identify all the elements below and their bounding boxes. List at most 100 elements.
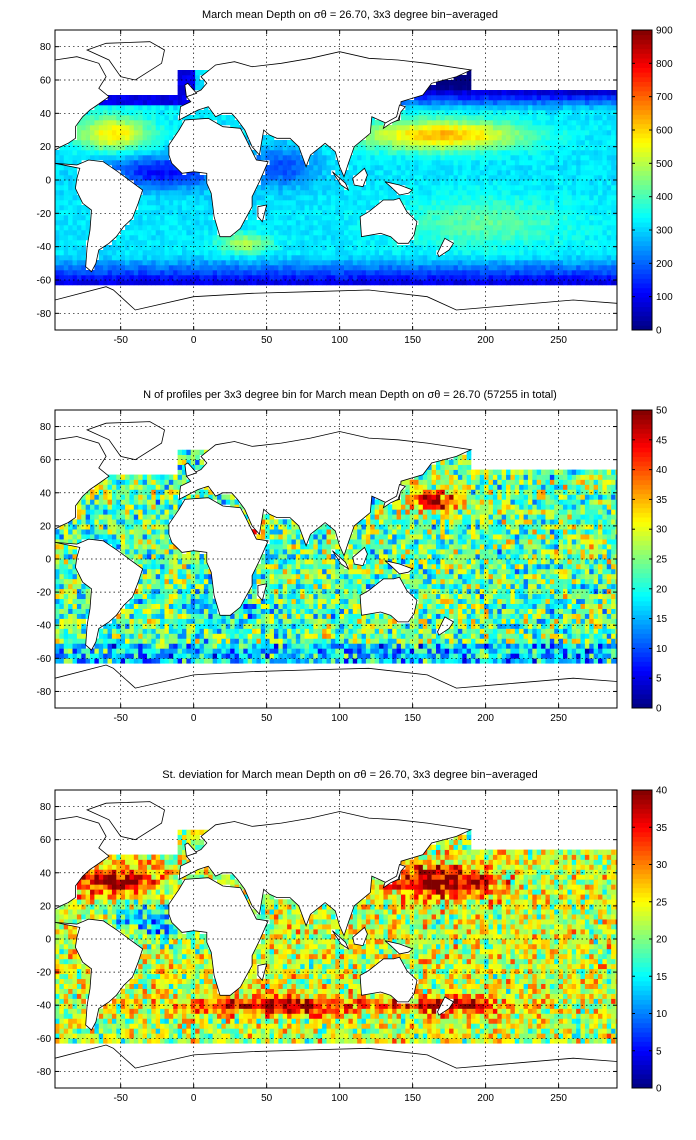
heatmap-cell [138,633,143,639]
heatmap-cell [221,260,227,266]
heatmap-cell [208,250,213,256]
heatmap-cell [111,484,117,490]
heatmap-cell [94,524,100,530]
heatmap-cell [76,220,82,226]
heatmap-cell [269,210,275,216]
heatmap-cell [466,130,472,136]
heatmap-cell [59,230,65,236]
heatmap-cell [129,628,135,634]
heatmap-cell [55,165,60,171]
heatmap-cell [418,145,424,151]
heatmap-cell [282,170,288,176]
heatmap-cell [510,185,516,191]
heatmap-cell [72,618,78,624]
heatmap-cell [567,175,573,181]
heatmap-cell [168,280,174,286]
heatmap-cell [177,479,183,485]
heatmap-cell [195,70,200,76]
heatmap-cell [195,260,200,266]
heatmap-cell [370,245,375,251]
heatmap-cell [580,90,586,96]
heatmap-cell [532,195,538,201]
heatmap-cell [462,245,467,251]
heatmap-cell [409,125,415,131]
heatmap-cell [138,583,143,590]
heatmap-cell [168,190,174,196]
heatmap-cell [457,135,463,141]
heatmap-cell [554,140,559,146]
heatmap-cell [527,190,533,196]
heatmap-cell [208,270,213,276]
heatmap-cell [462,125,467,131]
heatmap-cell [182,185,187,191]
heatmap-cell [142,160,148,166]
heatmap-cell [580,185,586,191]
heatmap-cell [506,230,511,236]
heatmap-cell [348,255,354,261]
heatmap-cell [68,190,73,196]
heatmap-cell [611,280,616,286]
heatmap-cell [103,514,108,520]
heatmap-cell [567,185,573,191]
heatmap-cell [291,260,297,266]
heatmap-cell [107,145,113,151]
heatmap-cell [435,195,441,201]
heatmap-cell [160,195,165,201]
heatmap-cell [291,235,297,241]
heatmap-cell [326,155,332,161]
heatmap-cell [155,245,161,251]
heatmap-cell [173,509,178,515]
heatmap-cell [558,205,564,211]
heatmap-cell [501,280,507,286]
colorbar-swatch [632,255,652,261]
heatmap-cell [479,180,485,186]
colorbar-swatch [632,86,652,92]
heatmap-cell [457,140,463,146]
heatmap-cell [252,275,257,281]
heatmap-cell [304,175,310,181]
heatmap-cell [602,250,608,256]
heatmap-cell [173,210,178,216]
heatmap-cell [164,275,170,281]
heatmap-cell [138,643,143,649]
heatmap-cell [562,165,568,171]
heatmap-cell [151,603,157,609]
heatmap-cell [422,145,428,151]
heatmap-cell [527,245,533,251]
heatmap-cell [111,623,117,629]
heatmap-cell [370,165,375,171]
heatmap-cell [361,160,367,166]
heatmap-cell [466,235,472,241]
heatmap-cell [256,185,262,191]
heatmap-cell [72,643,78,649]
heatmap-cell [287,280,292,286]
heatmap-cell [155,205,161,211]
heatmap-cell [142,489,148,495]
heatmap-cell [606,140,612,146]
heatmap-cell [527,230,533,236]
heatmap-cell [352,215,358,221]
heatmap-cell [440,220,446,226]
colorbar-swatch [632,44,652,50]
heatmap-cell [252,220,257,226]
heatmap-cell [151,633,157,639]
heatmap-cell [475,200,481,206]
heatmap-cell [374,140,380,146]
heatmap-cell [55,583,60,590]
panel-profile-count: N of profiles per 3x3 degree bin for Mar… [37,389,668,724]
heatmap-cell [326,230,332,236]
heatmap-cell [457,130,463,136]
heatmap-cell [146,170,152,176]
heatmap-cell [584,105,590,111]
heatmap-cell [326,145,332,151]
heatmap-cell [81,583,86,590]
heatmap-cell [265,140,270,146]
heatmap-cell [396,195,402,201]
heatmap-cell [567,190,573,196]
heatmap-cell [230,240,235,246]
heatmap-cell [85,270,91,276]
heatmap-cell [265,260,270,266]
heatmap-cell [168,195,174,201]
heatmap-cell [247,255,253,261]
heatmap-cell [611,235,616,241]
